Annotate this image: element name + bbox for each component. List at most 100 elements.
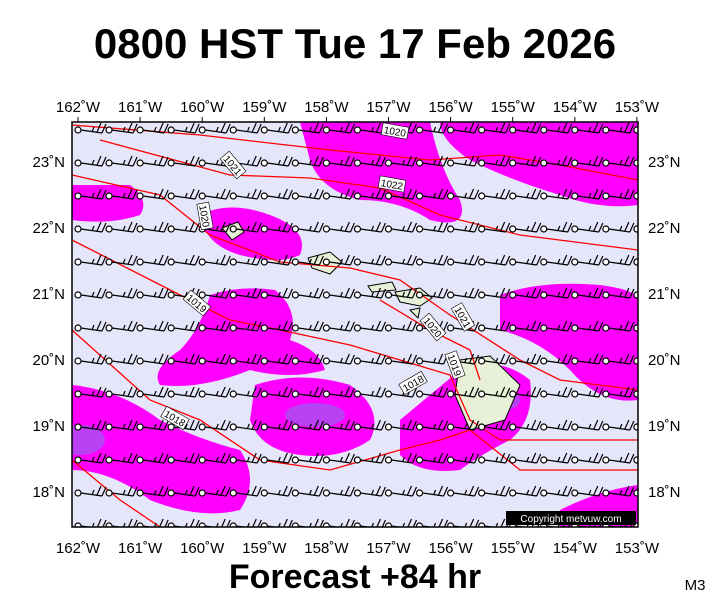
barb xyxy=(111,320,138,332)
barb xyxy=(453,386,480,398)
lon-label-bottom: 154˚W xyxy=(553,540,598,557)
station xyxy=(384,357,393,365)
station xyxy=(540,423,548,431)
barb xyxy=(422,485,449,497)
station xyxy=(540,258,548,266)
barb xyxy=(608,419,635,431)
barb xyxy=(453,221,480,233)
station xyxy=(540,489,548,497)
barb xyxy=(546,419,573,431)
barb xyxy=(515,485,542,497)
station xyxy=(447,522,455,527)
station xyxy=(478,324,486,332)
barb xyxy=(422,188,449,200)
station xyxy=(384,489,393,497)
lon-label-bottom: 161˚W xyxy=(118,540,163,557)
barb xyxy=(546,320,573,332)
barb xyxy=(143,287,169,299)
barb xyxy=(236,485,262,497)
isobar-label-text: 1020 xyxy=(196,204,211,228)
station xyxy=(602,324,610,332)
barb xyxy=(546,254,573,266)
barb xyxy=(80,287,107,299)
station xyxy=(74,159,82,167)
station xyxy=(322,291,330,299)
barb xyxy=(515,353,542,365)
barb xyxy=(205,452,231,464)
barb xyxy=(329,452,355,464)
station xyxy=(291,357,299,365)
barb xyxy=(484,419,511,431)
station xyxy=(291,225,299,233)
barb xyxy=(174,254,200,266)
station xyxy=(136,324,144,332)
station xyxy=(509,225,517,233)
lon-label-top: 162˚W xyxy=(56,99,101,116)
barb xyxy=(546,386,573,398)
station xyxy=(571,390,579,398)
station xyxy=(322,489,330,497)
station xyxy=(602,357,610,365)
barb xyxy=(174,188,200,200)
barb xyxy=(80,485,107,497)
lon-label-bottom: 155˚W xyxy=(491,540,536,557)
station xyxy=(478,489,486,497)
barb xyxy=(360,254,386,266)
station xyxy=(167,324,175,332)
station xyxy=(415,324,424,332)
station xyxy=(74,324,82,332)
station xyxy=(167,357,175,365)
barb xyxy=(174,287,200,299)
station xyxy=(229,192,237,200)
barb xyxy=(391,254,418,266)
barb xyxy=(453,287,480,299)
barb xyxy=(236,122,262,134)
station xyxy=(415,489,424,497)
station xyxy=(415,126,424,134)
station xyxy=(509,456,517,464)
barb xyxy=(143,353,169,365)
barb xyxy=(267,485,293,497)
station xyxy=(74,291,82,299)
station xyxy=(447,291,455,299)
station xyxy=(167,456,175,464)
barb xyxy=(205,122,231,134)
barb xyxy=(143,452,169,464)
barb xyxy=(391,221,418,233)
barb xyxy=(111,188,138,200)
barb xyxy=(515,188,542,200)
station xyxy=(229,456,237,464)
station xyxy=(478,291,486,299)
station xyxy=(633,258,638,266)
station xyxy=(571,192,579,200)
barb xyxy=(484,320,511,332)
station xyxy=(602,159,610,167)
station xyxy=(478,522,486,527)
station xyxy=(478,390,486,398)
barb xyxy=(515,221,542,233)
station xyxy=(198,423,206,431)
barb xyxy=(143,155,169,167)
station xyxy=(136,159,144,167)
station xyxy=(105,291,113,299)
station xyxy=(571,489,579,497)
barb xyxy=(205,485,231,497)
barb xyxy=(80,452,107,464)
barb xyxy=(111,518,138,527)
station xyxy=(509,258,517,266)
barb xyxy=(608,221,635,233)
station xyxy=(384,324,393,332)
isobar-label: 1022 xyxy=(377,175,407,193)
barb xyxy=(422,122,449,134)
station xyxy=(105,423,113,431)
station xyxy=(105,390,113,398)
barb xyxy=(515,254,542,266)
barb xyxy=(329,221,355,233)
station xyxy=(198,258,206,266)
barb xyxy=(453,518,480,527)
barb xyxy=(640,321,665,331)
barb xyxy=(329,518,355,527)
station xyxy=(540,324,548,332)
station xyxy=(322,192,330,200)
barb xyxy=(360,419,386,431)
